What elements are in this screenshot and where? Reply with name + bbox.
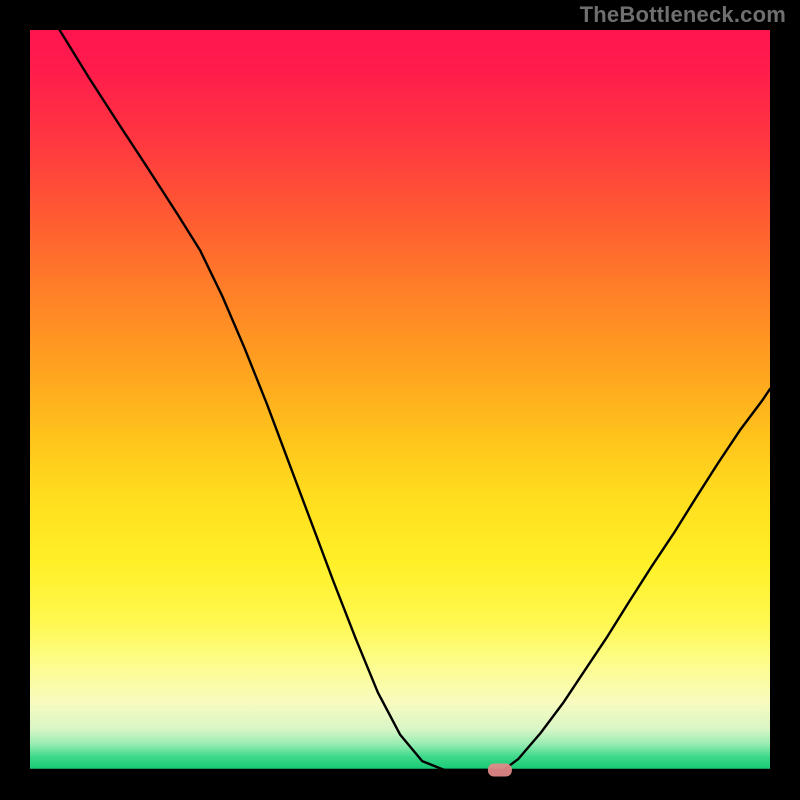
- optimal-marker: [488, 764, 512, 777]
- bottleneck-chart: [0, 0, 800, 800]
- watermark-text: TheBottleneck.com: [580, 2, 786, 28]
- chart-background: [30, 30, 770, 770]
